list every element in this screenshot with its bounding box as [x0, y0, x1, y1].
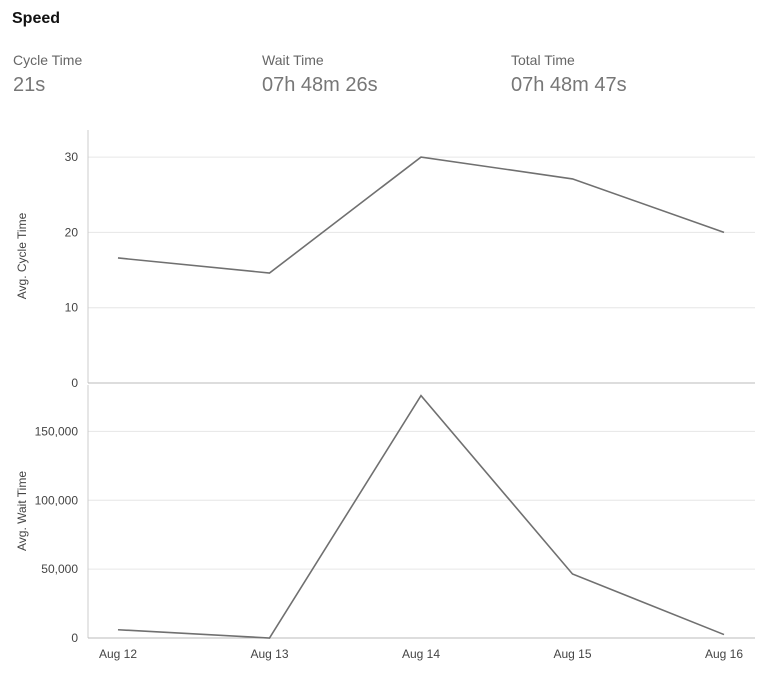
series-line	[117, 156, 725, 274]
metric-value: 21s	[13, 74, 46, 96]
x-tick-label: Aug 13	[250, 647, 288, 661]
y-tick-label: 150,000	[35, 424, 79, 438]
metric-wait-time: Wait Time 07h 48m 26s	[262, 52, 378, 97]
x-tick-label: Aug 15	[553, 647, 591, 661]
metric-cycle-time: Cycle Time 21s	[13, 52, 82, 97]
x-tick-label: Aug 14	[402, 647, 440, 661]
page-title: Speed	[12, 10, 61, 27]
y-tick-label: 0	[71, 631, 78, 645]
metric-total-time: Total Time 07h 48m 47s	[511, 52, 627, 97]
x-tick-label: Aug 12	[99, 647, 137, 661]
metric-value: 07h 48m 26s	[262, 74, 378, 96]
series-line	[117, 394, 725, 639]
metric-label: Wait Time	[262, 52, 324, 68]
y-tick-label: 10	[65, 301, 79, 315]
y-axis-title: Avg. Cycle Time	[15, 212, 29, 299]
metric-label: Total Time	[511, 52, 575, 68]
x-tick-label: Aug 16	[705, 647, 743, 661]
y-axis-title: Avg. Wait Time	[15, 471, 29, 551]
metric-value: 07h 48m 47s	[511, 74, 627, 96]
y-tick-label: 50,000	[41, 562, 78, 576]
y-tick-label: 30	[65, 150, 79, 164]
y-tick-label: 100,000	[35, 493, 79, 507]
metric-label: Cycle Time	[13, 52, 83, 68]
y-tick-label: 0	[71, 376, 78, 390]
y-tick-label: 20	[65, 225, 79, 239]
